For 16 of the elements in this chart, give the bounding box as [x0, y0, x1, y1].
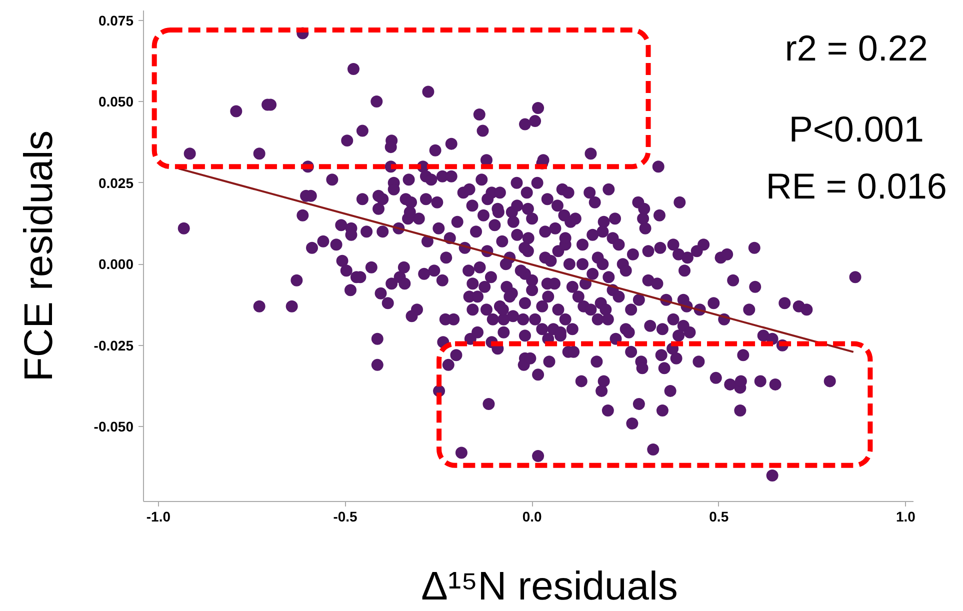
- x-tick-label: 0.0: [522, 508, 542, 524]
- y-tick-label: 0.050: [98, 94, 134, 110]
- x-tick-label: 0.5: [709, 508, 729, 524]
- x-tick-label: -0.5: [333, 508, 358, 524]
- annotation: RE = 0.016: [766, 166, 947, 207]
- annotation: r2 = 0.22: [784, 27, 928, 68]
- x-tick-label: -1.0: [146, 508, 171, 524]
- y-tick-label: 0.075: [98, 12, 134, 28]
- y-tick-label: -0.050: [94, 418, 134, 435]
- y-tick-label: -0.025: [94, 337, 134, 354]
- y-tick-label: 0.000: [98, 256, 134, 272]
- x-tick-label: 1.0: [896, 508, 916, 524]
- x-axis-title: Δ¹⁵N residuals: [421, 564, 678, 608]
- annotation: P<0.001: [788, 108, 924, 150]
- y-axis-title: FCE residuals: [16, 130, 61, 382]
- y-tick-label: 0.025: [98, 174, 134, 191]
